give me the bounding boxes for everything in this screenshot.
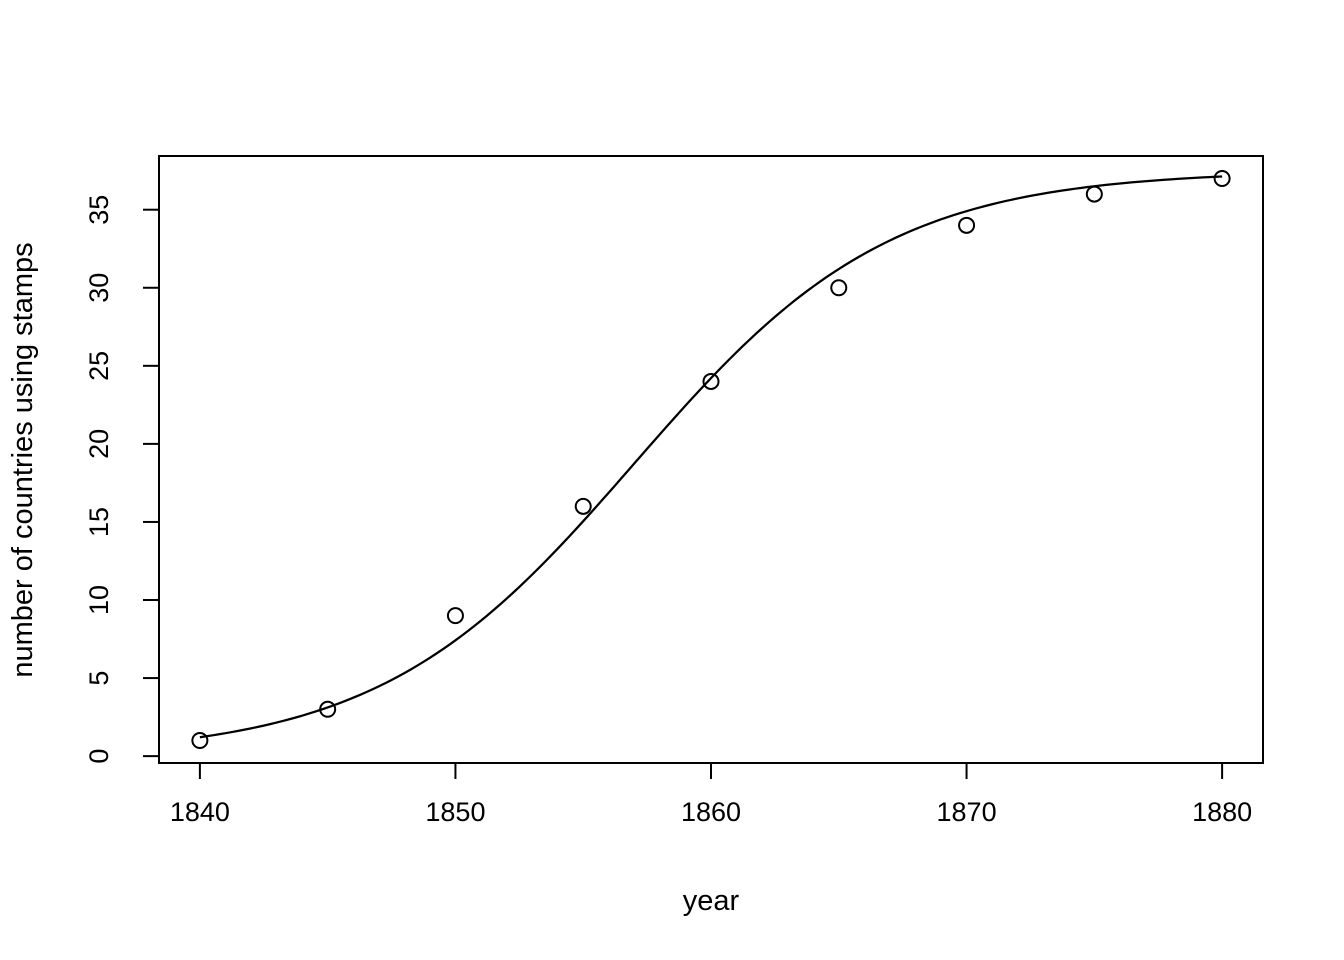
x-tick-label: 1840 (170, 797, 230, 827)
data-point (1085, 185, 1103, 203)
data-point (702, 372, 720, 390)
data-point (1213, 169, 1231, 187)
x-axis-ticks: 1840 1850 1860 1870 1880 (170, 763, 1252, 827)
data-points (191, 169, 1231, 750)
plot-box (158, 155, 1264, 764)
y-axis-ticks: 0 5 10 15 20 25 30 35 (84, 195, 159, 764)
x-tick-label: 1860 (681, 797, 741, 827)
data-point (319, 700, 337, 718)
y-axis-label: number of countries using stamps (7, 242, 39, 677)
y-tick-label: 5 (84, 671, 114, 686)
y-tick-label: 20 (84, 429, 114, 459)
data-point (446, 607, 464, 625)
y-tick-label: 15 (84, 507, 114, 537)
data-point (958, 216, 976, 234)
x-tick-label: 1880 (1192, 797, 1252, 827)
y-tick-label: 10 (84, 585, 114, 615)
x-tick-label: 1850 (425, 797, 485, 827)
data-point (574, 497, 592, 515)
y-tick-label: 30 (84, 273, 114, 303)
data-point (830, 279, 848, 297)
y-tick-label: 35 (84, 195, 114, 225)
x-tick-label: 1870 (937, 797, 997, 827)
logistic-fit-curve (199, 175, 1223, 739)
x-axis-label: year (683, 885, 740, 917)
y-tick-label: 0 (84, 749, 114, 764)
data-point (191, 732, 209, 750)
y-tick-label: 25 (84, 351, 114, 381)
